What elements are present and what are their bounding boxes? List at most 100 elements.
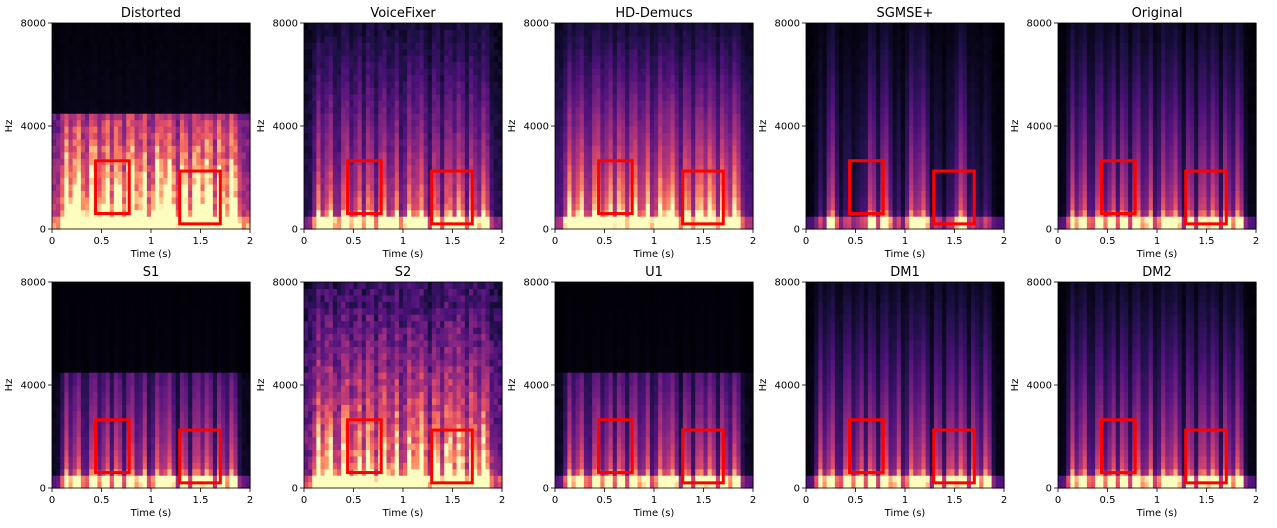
heatmap-cell bbox=[212, 138, 218, 146]
heatmap-cell bbox=[370, 42, 375, 50]
heatmap-cell bbox=[477, 151, 482, 159]
heatmap-cell bbox=[477, 171, 482, 179]
heatmap-cell bbox=[469, 158, 474, 166]
heatmap-cell bbox=[233, 93, 239, 101]
heatmap-cell bbox=[126, 145, 131, 153]
heatmap-cell bbox=[419, 35, 425, 43]
heatmap-cell bbox=[76, 87, 82, 95]
heatmap-cell bbox=[649, 74, 655, 82]
heatmap-cell bbox=[687, 93, 692, 101]
heatmap-cell bbox=[212, 55, 218, 63]
heatmap-cell bbox=[658, 151, 663, 159]
heatmap-cell bbox=[328, 126, 334, 134]
heatmap-cell bbox=[208, 35, 214, 43]
heatmap-cell bbox=[337, 55, 342, 63]
heatmap-cell bbox=[332, 171, 338, 179]
heatmap-cell bbox=[691, 132, 696, 140]
heatmap-cell bbox=[184, 23, 189, 31]
heatmap-cell bbox=[138, 216, 144, 224]
heatmap-cell bbox=[415, 61, 421, 69]
heatmap-cell bbox=[353, 29, 359, 37]
heatmap-cell bbox=[398, 151, 404, 159]
heatmap-cell bbox=[126, 138, 131, 146]
heatmap-cell bbox=[740, 171, 746, 179]
heatmap-cell bbox=[654, 100, 659, 108]
heatmap-cell bbox=[600, 196, 606, 204]
heatmap-cell bbox=[386, 196, 392, 204]
heatmap-cell bbox=[711, 74, 717, 82]
heatmap-cell bbox=[415, 42, 421, 50]
heatmap-cell bbox=[695, 183, 700, 191]
heatmap-cell bbox=[448, 100, 454, 108]
heatmap-cell bbox=[720, 222, 725, 230]
heatmap-cell bbox=[489, 113, 495, 121]
heatmap-cell bbox=[707, 138, 713, 146]
heatmap-cell bbox=[365, 100, 371, 108]
heatmap-cell bbox=[612, 68, 618, 76]
heatmap-cell bbox=[604, 55, 610, 63]
heatmap-cell bbox=[670, 145, 676, 153]
heatmap-cell bbox=[641, 151, 647, 159]
heatmap-cell bbox=[629, 68, 634, 76]
heatmap-cell bbox=[810, 119, 815, 127]
heatmap-cell bbox=[427, 29, 433, 37]
heatmap-cell bbox=[711, 93, 717, 101]
heatmap-cell bbox=[596, 216, 601, 224]
heatmap-cell bbox=[732, 61, 738, 69]
heatmap-cell bbox=[497, 145, 503, 153]
heatmap-cell bbox=[839, 209, 844, 217]
heatmap-cell bbox=[649, 55, 655, 63]
heatmap-cell bbox=[740, 74, 746, 82]
heatmap-cell bbox=[830, 42, 836, 50]
heatmap-cell bbox=[320, 190, 326, 198]
heatmap-cell bbox=[728, 119, 733, 127]
heatmap-cell bbox=[175, 126, 181, 134]
heatmap-cell bbox=[748, 23, 754, 31]
heatmap-cell bbox=[221, 190, 226, 198]
heatmap-cell bbox=[473, 196, 478, 204]
heatmap-cell bbox=[588, 132, 593, 140]
heatmap-cell bbox=[563, 196, 568, 204]
heatmap-cell bbox=[826, 100, 832, 108]
heatmap-cell bbox=[674, 87, 680, 95]
heatmap-cell bbox=[80, 74, 86, 82]
heatmap-cell bbox=[469, 164, 474, 172]
heatmap-cell bbox=[460, 158, 466, 166]
heatmap-cell bbox=[423, 203, 429, 211]
heatmap-cell bbox=[398, 145, 404, 153]
heatmap-cell bbox=[184, 145, 189, 153]
heatmap-cell bbox=[320, 203, 326, 211]
heatmap-cell bbox=[732, 42, 738, 50]
heatmap-cell bbox=[670, 42, 676, 50]
heatmap-cell bbox=[744, 177, 750, 185]
heatmap-cell bbox=[687, 158, 692, 166]
heatmap-cell bbox=[308, 209, 313, 217]
heatmap-cell bbox=[155, 138, 160, 146]
heatmap-cell bbox=[337, 68, 342, 76]
heatmap-cell bbox=[93, 132, 98, 140]
heatmap-cell bbox=[390, 48, 396, 56]
heatmap-cell bbox=[448, 222, 454, 230]
heatmap-cell bbox=[493, 61, 499, 69]
heatmap-cell bbox=[814, 80, 819, 88]
heatmap-cell bbox=[386, 164, 392, 172]
heatmap-cell bbox=[682, 113, 688, 121]
heatmap-cell bbox=[448, 177, 454, 185]
heatmap-cell bbox=[670, 138, 676, 146]
heatmap-cell bbox=[200, 145, 206, 153]
heatmap-cell bbox=[571, 80, 577, 88]
heatmap-cell bbox=[337, 126, 342, 134]
heatmap-cell bbox=[382, 74, 388, 82]
heatmap-cell bbox=[744, 35, 750, 43]
heatmap-cell bbox=[361, 55, 367, 63]
heatmap-cell bbox=[76, 68, 82, 76]
heatmap-cell bbox=[324, 190, 330, 198]
y-tick-label: 8000 bbox=[21, 19, 46, 30]
heatmap-cell bbox=[134, 177, 140, 185]
heatmap-cell bbox=[600, 87, 606, 95]
heatmap-cell bbox=[171, 35, 177, 43]
heatmap-cell bbox=[122, 151, 127, 159]
heatmap-cell bbox=[105, 132, 111, 140]
heatmap-cell bbox=[822, 35, 828, 43]
heatmap-cell bbox=[163, 93, 169, 101]
